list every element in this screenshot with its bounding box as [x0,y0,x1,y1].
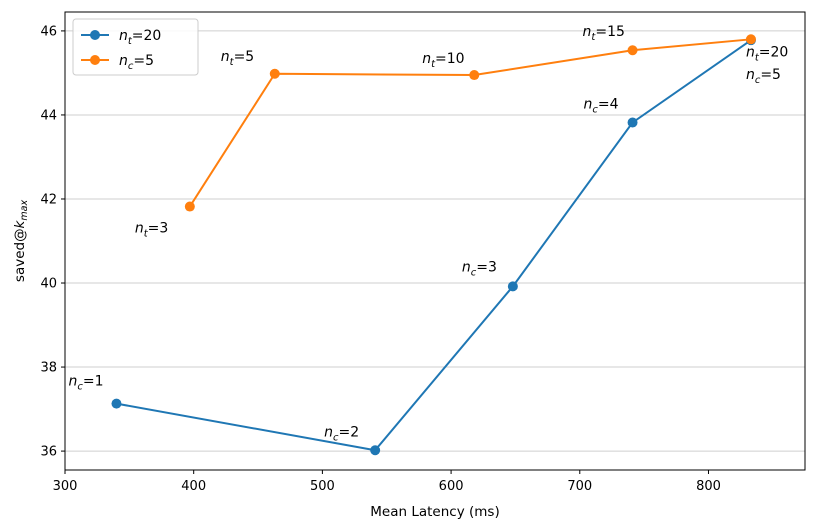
series-0-point-1-label-sub: c [333,432,339,443]
ytick-label-38: 38 [40,361,57,376]
series-1-point-3-label-sub: t [591,32,596,43]
xtick-label-800: 800 [696,479,721,494]
series-1-point-4-label-sub: t [755,52,760,63]
series-1-point-1-label: nt=5 [221,49,254,68]
series-0-point-2 [507,281,518,292]
series-0-point-3-label-rest: =4 [598,97,619,113]
ytick-label-36: 36 [40,445,57,460]
legend-label-1-rest: =5 [133,53,154,69]
y-axis-title: saved@kmax [12,200,30,283]
series-1-point-2-label: nt=10 [422,51,464,70]
legend-label-1-sub: c [128,61,134,72]
series-1-point-4 [745,34,756,45]
series-0-point-2-label-var: n [462,259,471,275]
series-0-point-3 [627,117,638,128]
series-0-point-1-label-rest: =2 [339,424,360,440]
series-0-point-1-label-var: n [324,424,333,440]
series-1-point-3 [627,45,638,56]
series-1-point-3-label-rest: =15 [595,24,625,40]
legend-label-1-var: n [119,53,128,69]
series-0-point-0-label-rest: =1 [83,374,104,390]
series-1-point-1-label-var: n [221,49,230,65]
legend-label-0-sub: t [128,36,133,47]
series-1-point-1 [269,68,280,79]
legend-label-0-rest: =20 [132,28,162,44]
series-1-point-4-label-var: n [746,44,755,60]
axis-label-layer: Mean Latency (ms) saved@kmax [12,200,500,520]
xtick-label-700: 700 [567,479,592,494]
series-0-line [116,39,752,452]
xtick-label-300: 300 [53,479,78,494]
series-1-point-4-label: nt=20 [746,44,788,63]
series-0-point-3-label-sub: c [592,105,598,116]
series-0-point-4-label-rest: =5 [760,67,781,83]
tick-layer: 36 38 40 42 44 46 300 400 500 600 700 800 [40,24,720,494]
series-1-point-1-label-sub: t [230,57,235,68]
series-0-point-4-label-var: n [746,67,755,83]
y-axis-title-var: k [12,219,28,228]
series-0-point-2-label-rest: =3 [476,259,497,275]
annotation-layer: nc=1nc=2nc=3nc=4nc=5nt=3nt=5 nt=10nt=15nt… [68,24,788,443]
series-0-point-4-label-sub: c [755,75,761,86]
series-1-point-2-label-sub: t [431,59,436,70]
legend-label-0-var: n [119,28,128,44]
series-1-point-0-label-rest: =3 [148,221,169,237]
series-0-point-2-label: nc=3 [462,259,497,278]
series-1-point-2-label-rest: =10 [435,51,465,67]
legend-marker-0 [90,30,100,40]
series-layer [111,34,756,456]
ytick-label-42: 42 [40,192,57,207]
series-0-point-0 [111,398,122,409]
xtick-label-500: 500 [310,479,335,494]
ytick-label-40: 40 [40,277,57,292]
series-1-point-3-label: nt=15 [583,24,625,43]
x-axis-title: Mean Latency (ms) [370,504,499,520]
series-0-point-1-label: nc=2 [324,424,359,443]
series-1-point-2 [469,70,480,81]
xtick-label-400: 400 [181,479,206,494]
y-axis-title-sub: max [19,200,30,221]
grid-layer [65,30,805,452]
series-1-point-0-label-var: n [135,221,144,237]
legend-label-0: nt=20 [119,28,161,47]
series-0-point-1 [370,445,381,456]
series-0-point-0-label: nc=1 [68,374,103,393]
series-1-point-4-label-rest: =20 [759,44,789,60]
series-0-point-3-label-var: n [584,97,593,113]
series-0-point-0-label-sub: c [77,382,83,393]
series-0-point-0-label-var: n [68,374,77,390]
legend-marker-1 [90,55,100,65]
ytick-label-44: 44 [40,108,57,123]
plot-frame [64,11,806,471]
ytick-label-46: 46 [40,24,57,39]
series-1-point-1-label-rest: =5 [234,49,255,65]
series-0-point-4-label: nc=5 [746,67,781,86]
series-0-point-3-label: nc=4 [584,97,619,116]
series-1-point-3-label-var: n [583,24,592,40]
series-1-point-0-label-sub: t [144,229,149,240]
series-1-point-0 [184,201,195,212]
legend-label-1: nc=5 [119,53,154,72]
series-1-point-0-label: nt=3 [135,221,168,240]
series-1-point-2-label-var: n [422,51,431,67]
series-1-line [188,38,752,208]
xtick-label-600: 600 [439,479,464,494]
series-0-point-2-label-sub: c [471,267,477,278]
y-axis-title-base: saved@ [12,228,28,282]
